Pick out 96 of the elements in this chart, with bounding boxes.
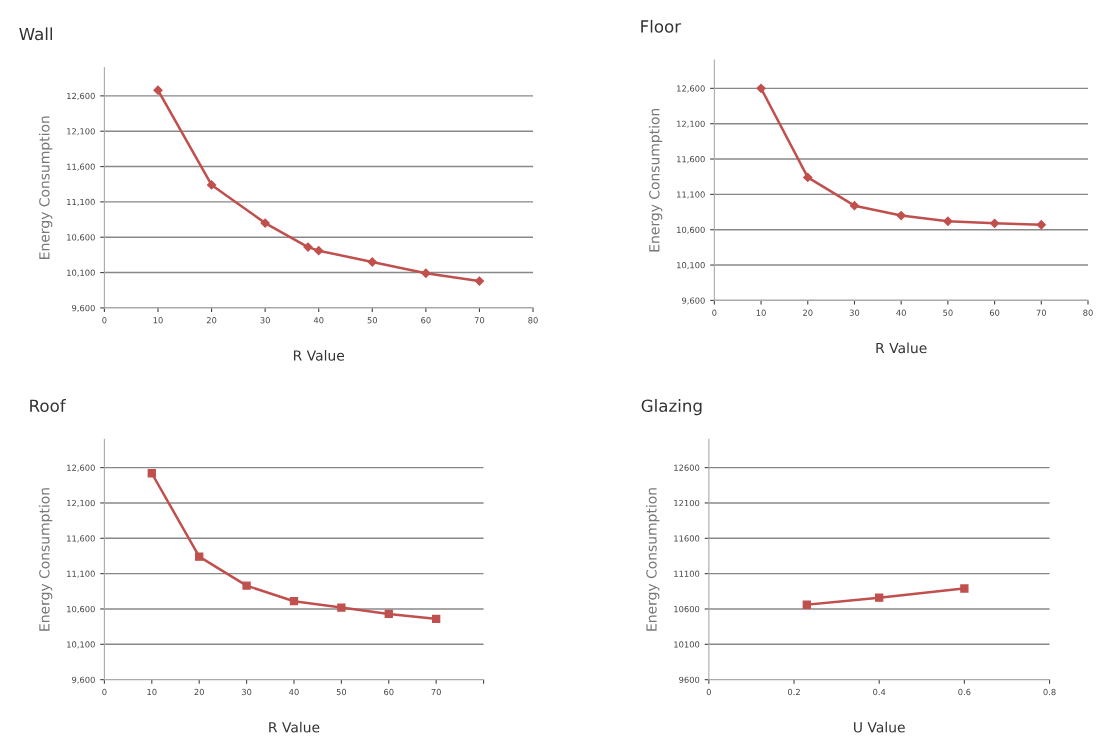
y-tick-label: 10,100 bbox=[67, 641, 95, 649]
y-tick-label: 11,600 bbox=[67, 163, 95, 171]
point bbox=[421, 268, 431, 278]
x-tick-label: 30 bbox=[849, 309, 860, 316]
point bbox=[314, 246, 324, 256]
y-tick-label: 12,100 bbox=[67, 499, 95, 508]
x-tick-label: 60 bbox=[384, 688, 394, 696]
chart-title: Wall bbox=[19, 27, 53, 41]
y-tick-label: 10,600 bbox=[67, 605, 95, 614]
point bbox=[260, 218, 270, 228]
y-tick-label: 12,100 bbox=[67, 128, 95, 136]
x-tick-label: 50 bbox=[943, 309, 953, 316]
point bbox=[943, 216, 953, 226]
x-axis-title: R Value bbox=[269, 721, 320, 733]
point bbox=[367, 257, 377, 267]
x-tick-label: 40 bbox=[289, 688, 299, 696]
x-tick-label: 0.4 bbox=[873, 688, 886, 696]
chart-title: Floor bbox=[641, 19, 682, 33]
y-tick-label: 11,600 bbox=[67, 535, 95, 543]
y-tick-label: 12100 bbox=[674, 499, 700, 507]
y-tick-label: 12,600 bbox=[67, 92, 95, 100]
point bbox=[803, 172, 813, 183]
y-axis-title: Energy Consumption bbox=[648, 108, 663, 252]
x-tick-label: 80 bbox=[528, 317, 538, 324]
point bbox=[849, 201, 860, 211]
point bbox=[153, 85, 163, 95]
y-tick-label: 10600 bbox=[674, 605, 700, 613]
y-tick-label: 11600 bbox=[674, 535, 700, 542]
x-axis-title: R Value bbox=[293, 350, 345, 361]
y-tick-label: 12,100 bbox=[677, 120, 705, 128]
x-tick-label: 50 bbox=[336, 688, 347, 696]
chart-title: Glazing bbox=[641, 399, 702, 416]
x-tick-label: 20 bbox=[206, 317, 217, 324]
x-tick-label: 60 bbox=[989, 309, 1000, 316]
point bbox=[756, 83, 766, 93]
y-tick-label: 9,600 bbox=[72, 676, 95, 684]
point bbox=[802, 600, 811, 609]
y-tick-label: 11100 bbox=[674, 570, 700, 577]
y-tick-label: 11,100 bbox=[677, 191, 705, 199]
x-tick-label: 10 bbox=[153, 317, 163, 324]
x-tick-label: 0 bbox=[706, 688, 711, 696]
y-tick-label: 10,600 bbox=[67, 234, 95, 242]
x-tick-label: 10 bbox=[756, 309, 766, 316]
x-tick-label: 0.2 bbox=[787, 688, 800, 696]
point bbox=[242, 581, 251, 590]
y-tick-label: 10100 bbox=[674, 641, 700, 648]
point bbox=[289, 597, 299, 606]
point bbox=[337, 603, 346, 612]
y-tick-label: 9,600 bbox=[681, 297, 705, 305]
x-tick-label: 0 bbox=[102, 317, 107, 324]
y-tick-label: 9600 bbox=[679, 676, 700, 683]
point bbox=[303, 242, 313, 252]
y-tick-label: 12,600 bbox=[67, 464, 95, 472]
x-tick-label: 0 bbox=[712, 309, 717, 316]
y-tick-label: 10,100 bbox=[67, 269, 95, 277]
x-tick-label: 50 bbox=[367, 317, 378, 324]
y-axis-title: Energy Consumption bbox=[38, 488, 53, 631]
y-tick-label: 10,600 bbox=[677, 226, 705, 234]
y-axis-title: Energy Consumption bbox=[38, 116, 53, 259]
y-tick-label: 9,600 bbox=[72, 304, 95, 313]
y-tick-label: 11,100 bbox=[67, 570, 95, 578]
x-tick-label: 0 bbox=[102, 688, 107, 696]
point bbox=[474, 276, 485, 286]
x-tick-label: 0.6 bbox=[958, 688, 971, 696]
x-tick-label: 60 bbox=[421, 317, 431, 324]
point bbox=[1036, 220, 1046, 230]
x-axis-title: R Value bbox=[876, 342, 927, 354]
y-axis-title: Energy Consumption bbox=[645, 488, 660, 631]
point bbox=[896, 210, 906, 221]
x-tick-label: 80 bbox=[1083, 309, 1093, 316]
y-tick-label: 10,100 bbox=[677, 262, 705, 270]
point bbox=[384, 609, 393, 619]
x-tick-label: 40 bbox=[896, 309, 906, 316]
point bbox=[147, 469, 156, 478]
x-tick-label: 70 bbox=[431, 688, 441, 696]
x-tick-label: 30 bbox=[241, 688, 252, 696]
x-tick-label: 10 bbox=[147, 688, 157, 696]
y-tick-label: 12,600 bbox=[677, 85, 705, 93]
x-tick-label: 0.8 bbox=[1043, 688, 1056, 696]
point bbox=[431, 614, 441, 624]
y-tick-label: 11,100 bbox=[67, 198, 95, 207]
x-axis-title: U Value bbox=[854, 721, 905, 733]
chart-title: Roof bbox=[30, 399, 66, 413]
x-tick-label: 70 bbox=[1036, 309, 1047, 316]
point bbox=[960, 584, 969, 593]
x-tick-label: 20 bbox=[803, 309, 813, 316]
y-tick-label: 12600 bbox=[674, 464, 700, 471]
point bbox=[206, 180, 217, 190]
y-tick-label: 11,600 bbox=[677, 156, 705, 164]
x-tick-label: 70 bbox=[474, 317, 485, 324]
point bbox=[195, 552, 204, 561]
x-tick-label: 40 bbox=[313, 317, 324, 324]
x-tick-label: 20 bbox=[194, 688, 204, 696]
x-tick-label: 30 bbox=[260, 317, 270, 324]
point bbox=[875, 593, 884, 602]
point bbox=[989, 218, 1000, 228]
